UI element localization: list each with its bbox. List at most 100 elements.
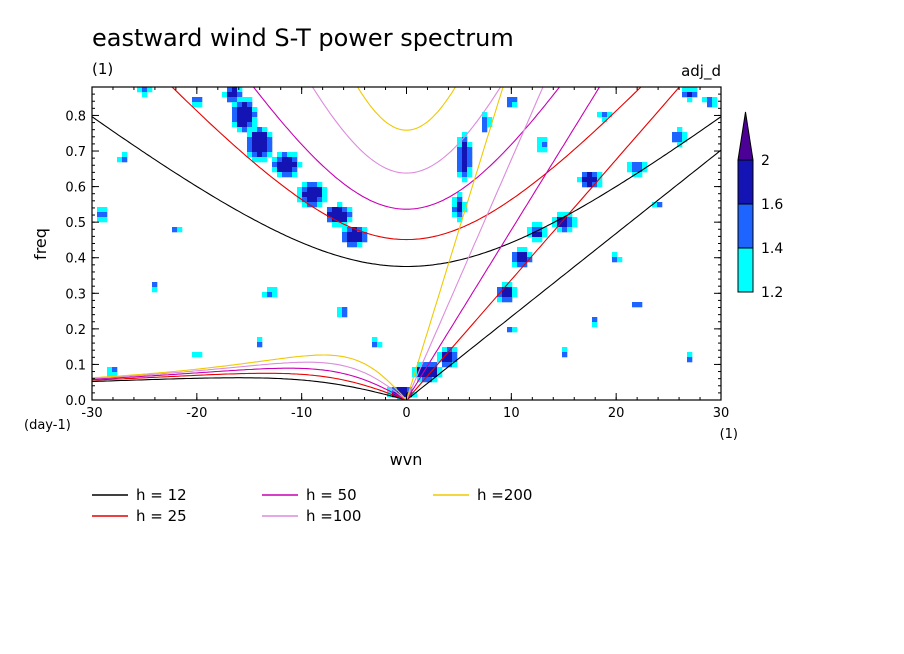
- heat-cell: [237, 102, 243, 108]
- legend-label-h12: h = 12: [136, 486, 187, 504]
- kelvin-curve-25: [406, 87, 681, 400]
- heat-cell: [502, 292, 508, 298]
- heat-cell: [262, 137, 268, 143]
- heat-cell: [402, 387, 408, 393]
- heat-cell: [347, 227, 353, 233]
- heat-cell: [197, 97, 203, 103]
- heat-cell: [262, 132, 268, 138]
- heat-cell: [242, 122, 248, 128]
- heat-cell: [342, 227, 348, 233]
- kelvin-curve-100: [405, 87, 544, 400]
- heat-cell: [507, 102, 513, 108]
- heat-cell: [292, 167, 298, 173]
- heat-cell: [342, 212, 348, 218]
- heat-cell: [192, 352, 198, 358]
- heat-cell: [322, 197, 328, 203]
- y-tick-label: 0.1: [65, 358, 86, 373]
- heat-cell: [282, 172, 288, 178]
- heat-cell: [272, 157, 278, 163]
- heat-cell: [317, 182, 323, 188]
- heat-cell: [327, 212, 333, 218]
- heat-cell: [437, 367, 443, 373]
- heat-cell: [237, 92, 243, 98]
- heat-cell: [482, 122, 488, 128]
- heat-cell: [337, 312, 343, 318]
- heat-cell: [437, 352, 443, 358]
- rossby-curve-25: [92, 372, 407, 400]
- heat-cell: [402, 392, 408, 398]
- x-tick-label: 20: [608, 406, 625, 421]
- heat-cell: [582, 172, 588, 178]
- heat-cell: [237, 97, 243, 103]
- heat-cell: [707, 102, 713, 108]
- heat-cell: [237, 127, 243, 133]
- heat-cell: [247, 117, 253, 123]
- plot-frame: [91, 86, 722, 401]
- heat-cell: [637, 302, 643, 308]
- heat-cell: [377, 342, 383, 348]
- heat-cell: [687, 352, 693, 358]
- heat-cell: [292, 172, 298, 178]
- heat-cell: [247, 137, 253, 143]
- power-heatmap: [97, 87, 718, 400]
- heat-cell: [252, 132, 258, 138]
- heat-cell: [447, 347, 453, 353]
- heat-cell: [247, 112, 253, 118]
- heat-cell: [642, 167, 648, 173]
- heat-cell: [542, 227, 548, 233]
- heat-cell: [337, 212, 343, 218]
- heat-cell: [462, 202, 468, 208]
- heat-cell: [497, 287, 503, 293]
- heat-cell: [512, 262, 518, 268]
- heat-cell: [562, 347, 568, 353]
- heat-cell: [247, 127, 253, 133]
- heat-cell: [342, 207, 348, 213]
- heat-cell: [337, 307, 343, 313]
- heat-cell: [287, 172, 293, 178]
- heat-cell: [237, 87, 243, 93]
- heat-cell: [457, 152, 463, 158]
- heat-cell: [347, 242, 353, 248]
- heat-cell: [97, 217, 103, 223]
- heat-cell: [672, 132, 678, 138]
- heat-cell: [442, 357, 448, 363]
- heat-cell: [247, 147, 253, 153]
- heat-cell: [277, 162, 283, 168]
- heat-cell: [242, 102, 248, 108]
- legend-entry-h100: h =100: [262, 507, 361, 525]
- heat-cell: [712, 102, 718, 108]
- heat-cell: [427, 362, 433, 368]
- heat-cell: [252, 142, 258, 148]
- heat-cell: [117, 157, 123, 163]
- heat-cell: [302, 187, 308, 193]
- chart-subtitle-left: (1): [92, 60, 113, 78]
- heat-cell: [562, 352, 568, 358]
- heat-cell: [227, 92, 233, 98]
- heat-cell: [372, 337, 378, 343]
- heat-cell: [287, 157, 293, 163]
- y-axis-label: freq: [31, 228, 50, 260]
- y-tick-label: 0.7: [65, 145, 86, 160]
- heat-cell: [517, 247, 523, 253]
- heat-cell: [557, 227, 563, 233]
- legend-label-h50: h = 50: [306, 486, 357, 504]
- heat-cell: [507, 97, 513, 103]
- heat-cell: [562, 222, 568, 228]
- heat-cell: [362, 232, 368, 238]
- heat-cell: [537, 222, 543, 228]
- heat-cell: [302, 202, 308, 208]
- heat-cell: [267, 137, 273, 143]
- heat-cell: [257, 127, 263, 133]
- heat-cell: [102, 207, 108, 213]
- heat-cell: [252, 107, 258, 113]
- heat-cell: [112, 367, 118, 373]
- heat-cell: [297, 197, 303, 203]
- heat-cell: [272, 167, 278, 173]
- heat-cell: [502, 297, 508, 303]
- heat-cell: [192, 102, 198, 108]
- heat-cell: [232, 102, 238, 108]
- heat-cell: [452, 202, 458, 208]
- heat-cell: [307, 197, 313, 203]
- heat-cell: [682, 137, 688, 143]
- heat-cell: [332, 212, 338, 218]
